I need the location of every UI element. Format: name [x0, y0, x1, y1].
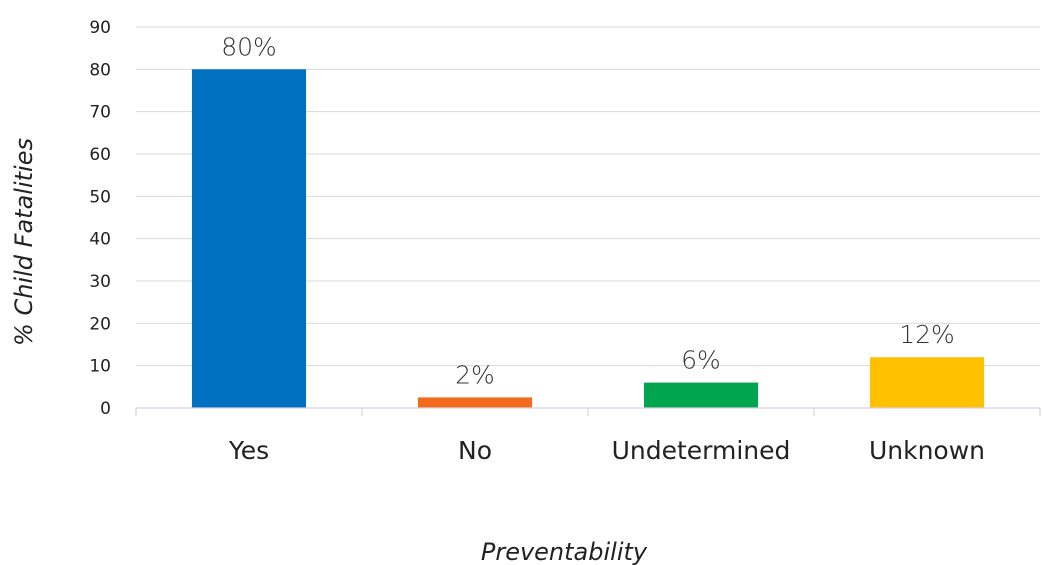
bar-no [417, 397, 533, 408]
bar-yes [191, 69, 307, 408]
data-label-no: 2% [455, 360, 495, 389]
y-tick-label: 10 [89, 357, 111, 377]
x-tick-label-yes: Yes [228, 436, 269, 465]
data-labels: 80% 2% 6% 12% [221, 32, 955, 389]
y-tick-label: 0 [100, 399, 111, 419]
bars [191, 69, 985, 408]
y-tick-label: 20 [89, 314, 111, 334]
data-label-yes: 80% [221, 32, 277, 61]
data-label-undetermined: 6% [681, 346, 721, 375]
y-tick-label: 60 [89, 145, 111, 165]
x-axis: Yes No Undetermined Unknown [135, 407, 1041, 465]
data-label-unknown: 12% [899, 320, 955, 349]
y-tick-label: 30 [89, 272, 111, 292]
y-axis-ticks: 0 10 20 30 40 50 60 70 80 90 [89, 18, 111, 419]
bar-unknown [869, 357, 985, 408]
x-tick-label-undetermined: Undetermined [612, 436, 791, 465]
x-tick-label-unknown: Unknown [869, 436, 985, 465]
bar-undetermined [643, 382, 759, 408]
x-axis-title: Preventability [481, 538, 648, 565]
y-tick-label: 90 [89, 18, 111, 38]
y-tick-label: 70 [89, 103, 111, 123]
y-tick-label: 40 [89, 230, 111, 250]
y-tick-label: 50 [89, 187, 111, 207]
x-tick-label-no: No [458, 436, 492, 465]
y-tick-label: 80 [89, 60, 111, 80]
y-axis-title: % Child Fatalities [10, 138, 38, 346]
